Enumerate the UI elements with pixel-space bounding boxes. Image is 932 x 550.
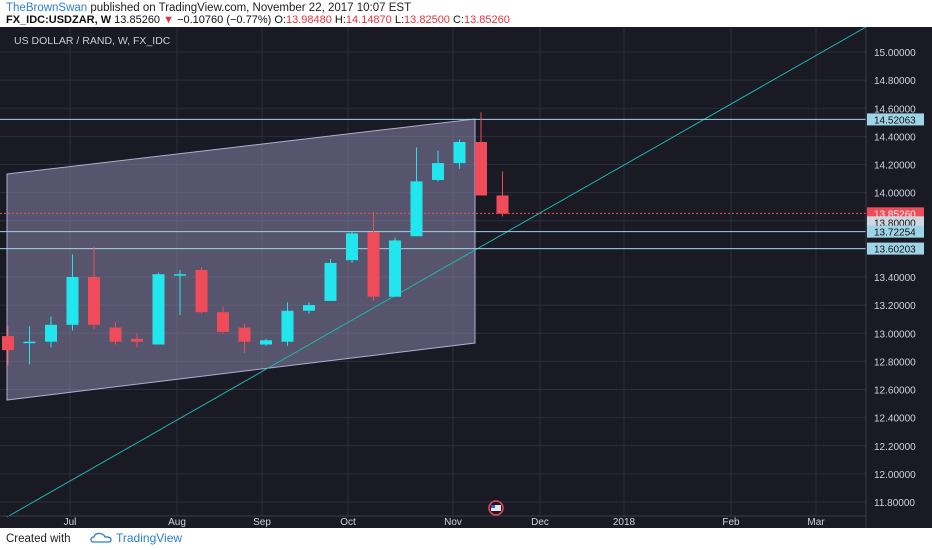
x-tick-label: Jul	[64, 517, 77, 528]
candle-down	[109, 327, 122, 342]
published-text: published on TradingView.com, November 2…	[90, 2, 412, 14]
candle-down	[217, 312, 229, 332]
tradingview-label: TradingView	[116, 531, 183, 545]
chart-header: TheBrownSwan published on TradingView.co…	[0, 0, 932, 27]
low-label: L:	[394, 14, 405, 26]
candle-up	[66, 277, 79, 325]
footer: Created with TradingView	[0, 528, 932, 550]
high-label: H:	[334, 14, 346, 26]
close-value: 13.85260	[464, 14, 510, 26]
candle-up	[281, 310, 294, 342]
last-price: 13.85260	[114, 14, 161, 26]
candle-up	[260, 340, 272, 345]
down-arrow-icon: ▼	[163, 14, 175, 26]
time-axis[interactable]: Jul Aug Sep Oct Nov Dec 2018 Feb Mar	[64, 517, 826, 528]
x-tick-label: Dec	[531, 517, 549, 528]
y-tick-label: 15.00000	[874, 48, 916, 59]
candle-down	[195, 269, 208, 313]
y-tick-label: 14.00000	[874, 189, 916, 200]
x-tick-label: Oct	[340, 517, 356, 528]
price-tag	[867, 225, 924, 238]
price-tag	[867, 113, 924, 126]
x-tick-label: Aug	[168, 517, 186, 528]
candle-up	[389, 240, 401, 297]
price-change: −0.10760 (−0.77%)	[177, 14, 272, 26]
candle-up	[45, 324, 57, 342]
y-tick-label: 12.80000	[874, 357, 916, 368]
y-tick-label: 14.20000	[874, 161, 916, 172]
candle-down	[475, 142, 487, 196]
x-tick-label: Sep	[253, 517, 271, 528]
candle-up	[324, 262, 337, 301]
x-tick-label: Mar	[807, 517, 825, 528]
candle-down	[2, 336, 14, 351]
candle-up	[303, 305, 315, 311]
author-link[interactable]: TheBrownSwan	[6, 2, 88, 14]
y-tick-label: 14.60000	[874, 104, 916, 115]
price-tag-label: 13.72254	[874, 228, 916, 239]
y-tick-label: 13.40000	[874, 273, 916, 284]
x-tick-label: Nov	[444, 517, 462, 528]
candle-up	[410, 181, 423, 237]
y-tick-label: 14.80000	[874, 76, 916, 87]
candle-down	[496, 195, 509, 214]
open-label: O:	[274, 14, 286, 26]
y-tick-label: 12.60000	[874, 386, 916, 397]
x-tick-label: Feb	[722, 517, 740, 528]
candle-up	[152, 274, 165, 345]
price-tag-label: 13.80000	[874, 218, 916, 229]
y-tick-label: 12.40000	[874, 414, 916, 425]
y-tick-label: 11.80000	[874, 498, 915, 509]
y-tick-label: 12.00000	[874, 470, 916, 481]
y-tick-label: 13.00000	[874, 329, 916, 340]
y-tick-label: 14.40000	[874, 132, 916, 143]
parallel-channel[interactable]	[6, 118, 476, 401]
open-value: 13.98480	[285, 14, 332, 26]
price-tag-label: 13.85260	[874, 209, 916, 220]
candle-up	[453, 142, 466, 164]
candle-down	[367, 232, 380, 297]
candle-down	[238, 327, 251, 342]
ohlc-line: FX_IDC:USDZAR, W 13.85260 ▼ −0.10760 (−0…	[6, 14, 510, 26]
publish-line: TheBrownSwan published on TradingView.co…	[6, 2, 411, 14]
price-tag-label: 13.60203	[874, 245, 916, 256]
tradingview-cloud-icon	[90, 532, 112, 543]
candle-down	[88, 277, 100, 325]
price-tag	[867, 242, 924, 255]
us-flag-icon[interactable]	[488, 500, 504, 516]
chart-legend: US DOLLAR / RAND, W, FX_IDC	[14, 35, 171, 47]
horizontal-lines[interactable]	[0, 118, 866, 250]
created-with-text: Created with	[6, 533, 71, 545]
y-tick-label: 12.20000	[874, 442, 916, 453]
chart-panel[interactable]: 15.00000 14.80000 14.60000 14.40000 14.20000…	[0, 26, 932, 528]
y-tick-label: 13.20000	[874, 301, 916, 312]
candles	[2, 112, 509, 366]
candle-up	[432, 163, 444, 180]
candle-up	[23, 341, 36, 344]
candle-up	[346, 233, 358, 261]
candle-down	[131, 338, 143, 342]
symbol-label: FX_IDC:USDZAR, W	[6, 14, 112, 26]
price-tag-label: 14.52063	[874, 115, 916, 126]
low-value: 13.82500	[404, 14, 450, 26]
tradingview-brand[interactable]: TradingView	[90, 531, 182, 545]
candle-up	[174, 274, 186, 276]
high-value: 14.14870	[345, 14, 392, 26]
chart-canvas[interactable]: 15.00000 14.80000 14.60000 14.40000 14.20000…	[0, 26, 932, 528]
price-tag	[867, 216, 924, 229]
x-tick-label: 2018	[613, 517, 636, 528]
trend-line[interactable]	[6, 26, 867, 518]
close-label: C:	[453, 14, 464, 26]
